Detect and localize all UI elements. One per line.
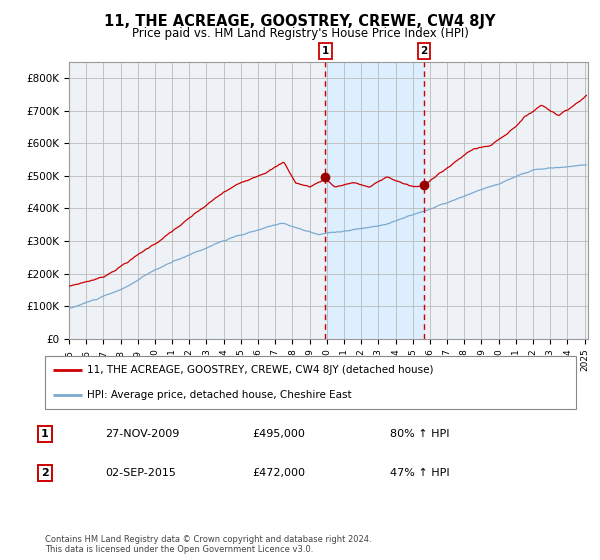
Text: Contains HM Land Registry data © Crown copyright and database right 2024.
This d: Contains HM Land Registry data © Crown c… — [45, 535, 371, 554]
Text: 2: 2 — [421, 46, 428, 56]
Text: 02-SEP-2015: 02-SEP-2015 — [105, 468, 176, 478]
Text: £472,000: £472,000 — [252, 468, 305, 478]
Text: 1: 1 — [322, 46, 329, 56]
Text: 11, THE ACREAGE, GOOSTREY, CREWE, CW4 8JY: 11, THE ACREAGE, GOOSTREY, CREWE, CW4 8J… — [104, 14, 496, 29]
Text: 80% ↑ HPI: 80% ↑ HPI — [390, 429, 449, 439]
Text: 47% ↑ HPI: 47% ↑ HPI — [390, 468, 449, 478]
Bar — [325, 62, 424, 339]
Text: 1: 1 — [41, 429, 49, 439]
Text: HPI: Average price, detached house, Cheshire East: HPI: Average price, detached house, Ches… — [88, 390, 352, 400]
FancyBboxPatch shape — [45, 356, 576, 409]
Text: 27-NOV-2009: 27-NOV-2009 — [105, 429, 179, 439]
Text: £495,000: £495,000 — [252, 429, 305, 439]
Text: Price paid vs. HM Land Registry's House Price Index (HPI): Price paid vs. HM Land Registry's House … — [131, 27, 469, 40]
Text: 2: 2 — [41, 468, 49, 478]
Text: 11, THE ACREAGE, GOOSTREY, CREWE, CW4 8JY (detached house): 11, THE ACREAGE, GOOSTREY, CREWE, CW4 8J… — [88, 365, 434, 375]
